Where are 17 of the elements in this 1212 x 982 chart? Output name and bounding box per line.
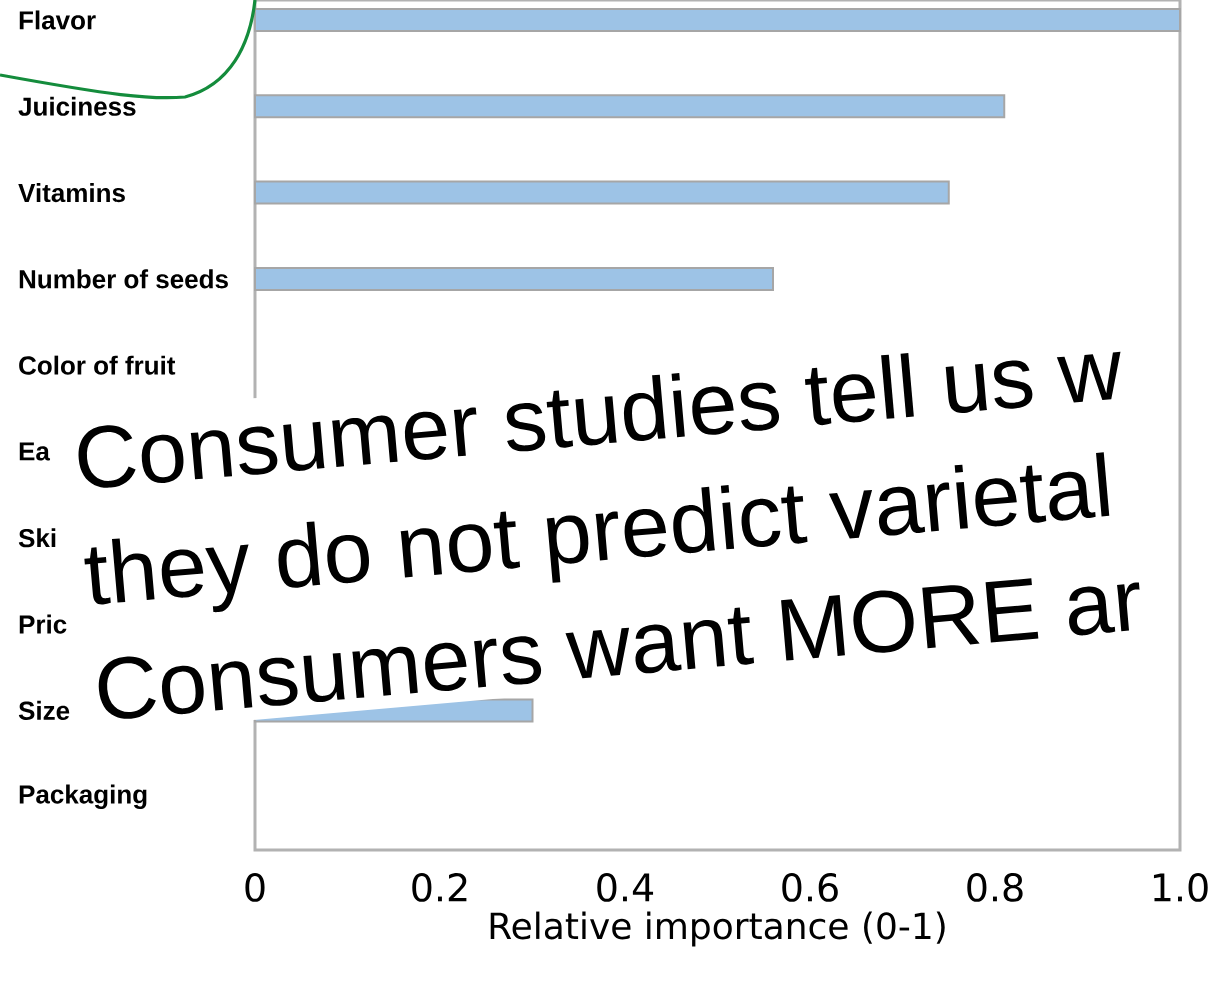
y-tick-label: Color of fruit [19, 355, 176, 375]
x-axis-title: Relative importance (0-1) [490, 911, 945, 947]
x-tick-label: 0.2 [412, 873, 467, 902]
x-tick-label: 1.0 [1153, 873, 1208, 902]
x-tick-label: 0.8 [967, 873, 1023, 902]
y-tick-label: Juiciness [18, 96, 136, 116]
y-tick-label: Ski [18, 528, 56, 548]
y-tick-label: Pric [19, 614, 67, 634]
y-tick-label: Number of seeds [19, 269, 228, 289]
y-tick-label: Ea [19, 442, 51, 461]
y-tick-label: Vitamins [18, 183, 125, 203]
x-tick-label: 0.6 [782, 873, 838, 902]
x-tick-label: 0.4 [597, 873, 654, 902]
y-tick-label: Size [18, 700, 70, 720]
x-tick-label: 0 [245, 873, 265, 902]
y-tick-label: Packaging [19, 784, 147, 809]
y-tick-label: Flavor [19, 10, 96, 30]
